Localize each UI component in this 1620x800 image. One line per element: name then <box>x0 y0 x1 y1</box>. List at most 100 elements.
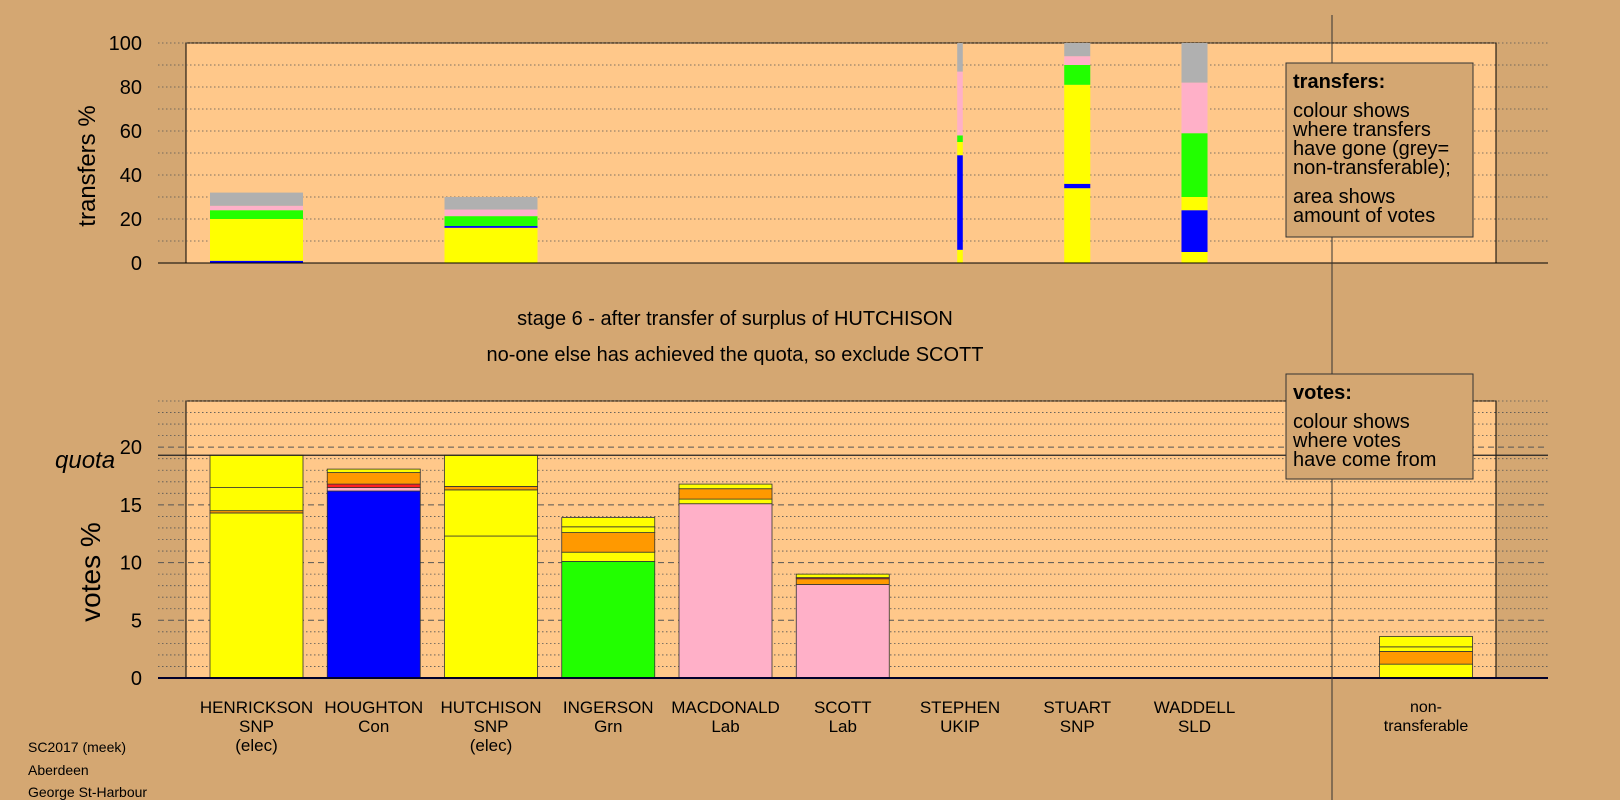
transfers-y-tick-label: 0 <box>131 253 142 275</box>
transfers-legend-line: amount of votes <box>1293 205 1435 227</box>
candidate-party: SNP <box>239 717 274 736</box>
votes-y-tick-label: 15 <box>120 495 142 517</box>
vote-segment <box>1379 651 1473 665</box>
transfers-legend-box <box>1285 62 1474 238</box>
votes-legend-title: votes: <box>1293 382 1352 404</box>
transfer-segment <box>957 142 963 156</box>
vote-segment <box>326 490 421 679</box>
transfer-segment <box>210 205 303 211</box>
transfer-segment <box>1181 133 1208 197</box>
transfer-segment <box>1181 210 1208 252</box>
transfer-segment <box>1064 43 1091 57</box>
transfer-segment <box>1064 56 1091 65</box>
transfers-y-tick-label: 20 <box>120 209 142 231</box>
candidate-labels: HENRICKSONSNP(elec)HOUGHTONConHUTCHISONS… <box>200 698 1235 755</box>
transfers-legend-title: transfers: <box>1293 71 1385 93</box>
votes-legend-box <box>1285 373 1474 480</box>
transfers-plot-background <box>185 42 1497 264</box>
transfer-segment <box>210 219 303 261</box>
transfers-legend-line: colour shows <box>1293 100 1410 122</box>
transfers-y-tick-label: 40 <box>120 165 142 187</box>
transfers-y-tick-label: 60 <box>120 121 142 143</box>
transfers-y-ticks: 0 20 40 60 80 100 <box>109 33 142 275</box>
vote-segment <box>795 584 890 679</box>
footer-info: SC2017 (meek) Aberdeen George St-Harbour <box>28 739 147 800</box>
votes-legend: votes: colour shows where votes have com… <box>1285 373 1474 480</box>
vote-segment <box>209 487 304 512</box>
nontransferable-label: non- transferable <box>1384 699 1469 735</box>
vote-segment <box>561 561 656 679</box>
candidate-status: (elec) <box>470 736 513 755</box>
candidate-name: HUTCHISON <box>440 698 541 717</box>
vote-segment <box>561 526 656 533</box>
vote-segment <box>444 489 538 537</box>
vote-segment <box>209 512 304 679</box>
vote-segment <box>678 503 773 679</box>
votes-bars <box>209 454 1473 679</box>
vote-segment <box>326 468 421 473</box>
vote-segment <box>561 551 656 562</box>
nontransferable-label-line1: non- <box>1410 699 1442 716</box>
vote-segment <box>1379 663 1473 679</box>
transfer-segment <box>210 210 303 219</box>
transfer-segment <box>1181 197 1208 211</box>
vote-segment <box>678 483 773 490</box>
votes-y-tick-label: 5 <box>131 610 142 632</box>
vote-segment <box>795 573 890 578</box>
candidate-party: Lab <box>711 717 739 736</box>
votes-y-tick-label: 10 <box>120 553 142 575</box>
transfer-segment <box>957 155 963 250</box>
candidate-name: STUART <box>1043 698 1111 717</box>
candidate-name: STEPHEN <box>920 698 1000 717</box>
transfers-y-tick-label: 80 <box>120 77 142 99</box>
candidate-name: HOUGHTON <box>324 698 423 717</box>
candidate-party: UKIP <box>940 717 980 736</box>
votes-y-ticks: 0 5 10 15 20 <box>120 437 142 690</box>
transfers-y-tick-label: 100 <box>109 33 142 55</box>
quota-label: quota <box>55 447 115 474</box>
transfer-segment <box>957 249 963 263</box>
stage-description: stage 6 - after transfer of surplus of H… <box>517 308 953 330</box>
transfer-segment <box>444 226 538 228</box>
transfer-segment <box>957 71 963 136</box>
transfers-legend-line: area shows <box>1293 186 1395 208</box>
candidate-name: SCOTT <box>814 698 872 717</box>
transfer-segment <box>444 209 538 217</box>
transfers-legend-line: have gone (grey= <box>1293 138 1449 160</box>
votes-y-tick-label: 20 <box>120 437 142 459</box>
transfers-legend-line: non-transferable); <box>1293 157 1451 179</box>
nontransferable-label-line2: transferable <box>1384 718 1469 735</box>
transfers-bars <box>210 43 1208 263</box>
candidate-party: SLD <box>1178 717 1211 736</box>
votes-legend-line: colour shows <box>1293 411 1410 433</box>
vote-segment <box>1379 636 1473 648</box>
transfers-legend: transfers: colour shows where transfers … <box>1285 62 1474 238</box>
transfer-segment <box>1064 188 1091 263</box>
votes-y-tick-label: 0 <box>131 668 142 690</box>
transfers-panel: 0 20 40 60 80 100 transfers % <box>74 33 1548 275</box>
footer-line: SC2017 (meek) <box>28 739 126 755</box>
vote-segment <box>678 498 773 505</box>
footer-line: Aberdeen <box>28 762 89 778</box>
transfer-segment <box>1064 84 1091 184</box>
candidate-party: Lab <box>829 717 857 736</box>
vote-segment <box>326 472 421 485</box>
transfer-segment <box>1181 82 1208 134</box>
action-description: no-one else has achieved the quota, so e… <box>487 344 984 366</box>
candidate-party: Grn <box>594 717 622 736</box>
transfer-segment <box>1181 43 1208 83</box>
transfer-segment <box>444 216 538 227</box>
vote-segment <box>561 532 656 553</box>
vote-segment <box>444 535 538 679</box>
transfers-legend-line: where transfers <box>1292 119 1431 141</box>
vote-segment <box>326 483 421 488</box>
candidate-name: WADDELL <box>1154 698 1236 717</box>
vote-segment <box>561 517 656 528</box>
